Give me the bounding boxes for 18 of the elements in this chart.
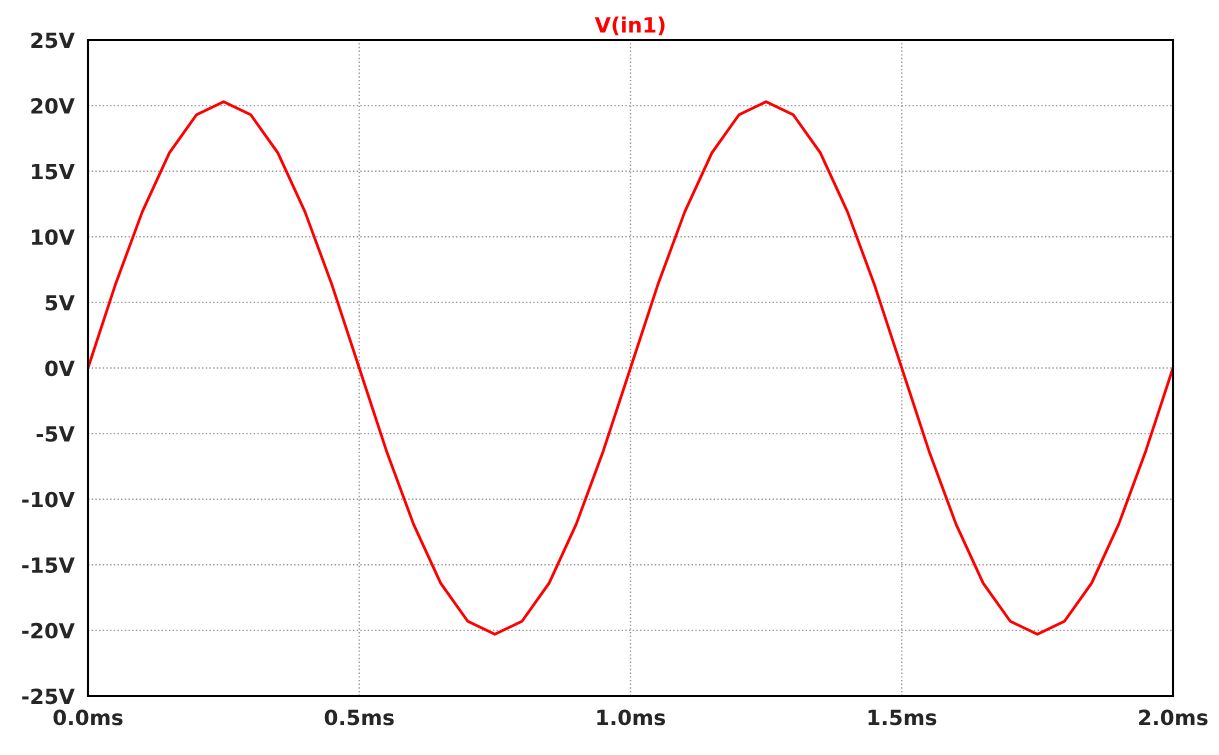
y-tick-label: 25V [31,32,75,49]
x-tick-label: 2.0ms [1139,709,1208,726]
y-tick-label: -5V [36,426,75,442]
x-tick-label: 0.0ms [53,709,123,726]
y-tick-label: -20V [22,622,75,639]
y-tick-label: 10V [32,229,75,246]
x-tick-label: 1.5ms [868,709,937,726]
text: V(in1) [594,16,665,36]
y-tick-label: 20V [31,98,75,114]
y-tick-label: 15V [32,163,75,180]
y-tick-label: 5V [45,295,75,311]
x-tick-label: 1.0ms [597,709,666,726]
y-tick-label: -25V [22,688,75,705]
line-series [88,100,1173,636]
x-tick-label: 0.5ms [324,709,394,726]
y-tick-label: -15V [22,557,75,574]
y-tick-label: -10V [22,491,75,508]
y-tick-label: 0V [45,360,75,377]
